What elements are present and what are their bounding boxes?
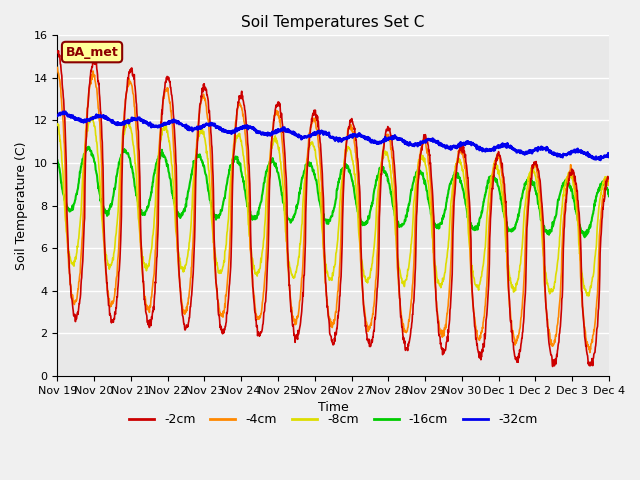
Legend: -2cm, -4cm, -8cm, -16cm, -32cm: -2cm, -4cm, -8cm, -16cm, -32cm [124, 408, 542, 431]
X-axis label: Time: Time [318, 401, 349, 414]
Y-axis label: Soil Temperature (C): Soil Temperature (C) [15, 142, 28, 270]
Title: Soil Temperatures Set C: Soil Temperatures Set C [241, 15, 425, 30]
Text: BA_met: BA_met [66, 46, 118, 59]
